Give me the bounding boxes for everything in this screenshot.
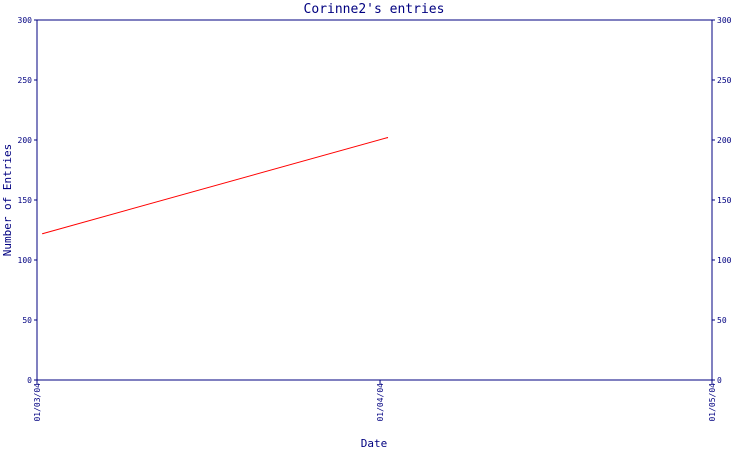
y-axis-right: 0 50 100 150 200 250 300 — [712, 16, 732, 385]
x-axis-label: Date — [361, 437, 388, 450]
y-tick-label-left: 0 — [27, 376, 32, 385]
x-axis: 01/03/04 01/04/04 01/05/04 — [33, 380, 717, 422]
series-line — [42, 137, 388, 235]
y-tick-label-right: 300 — [717, 16, 732, 25]
plot-area — [36, 19, 713, 381]
chart-title: Corinne2's entries — [304, 2, 445, 17]
x-tick-label: 01/05/04 — [708, 383, 717, 422]
data-point — [386, 137, 389, 139]
x-tick-label: 01/04/04 — [376, 383, 385, 422]
y-tick-label-left: 200 — [18, 136, 33, 145]
y-tick-label-left: 100 — [18, 256, 33, 265]
y-tick-label-right: 250 — [717, 76, 732, 85]
x-tick-label: 01/03/04 — [33, 383, 42, 422]
y-tick-label-right: 200 — [717, 136, 732, 145]
data-point — [42, 233, 44, 235]
y-axis-label: Number of Entries — [1, 144, 14, 257]
y-tick-label-right: 50 — [717, 316, 727, 325]
y-tick-label-right: 100 — [717, 256, 732, 265]
y-tick-label-left: 300 — [18, 16, 33, 25]
y-tick-label-right: 0 — [717, 376, 722, 385]
y-tick-label-left: 250 — [18, 76, 33, 85]
y-tick-label-left: 150 — [18, 196, 33, 205]
series-group — [42, 137, 389, 235]
y-tick-label-left: 50 — [22, 316, 32, 325]
y-tick-label-right: 150 — [717, 196, 732, 205]
y-axis-left: 0 50 100 150 200 250 300 — [18, 16, 37, 385]
